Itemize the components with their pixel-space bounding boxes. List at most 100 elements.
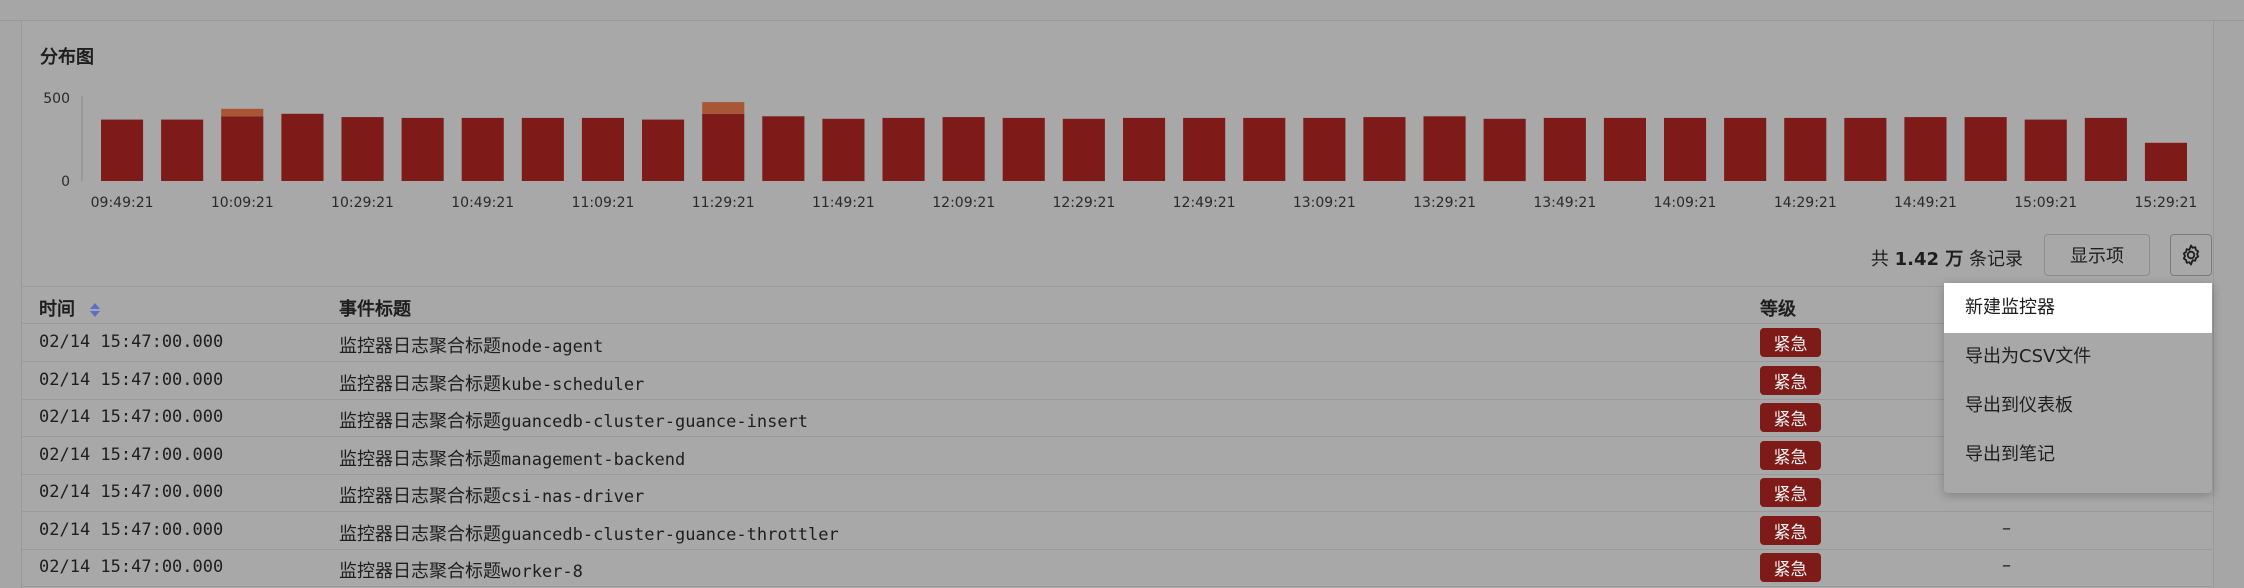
chart-bar[interactable] [702, 113, 745, 181]
display-columns-button[interactable]: 显示项 [2044, 234, 2150, 276]
event-title-source: worker-8 [501, 562, 583, 582]
chart-bar[interactable] [401, 117, 444, 181]
chart-bar[interactable] [1844, 117, 1887, 181]
chart-bar[interactable] [1243, 117, 1286, 181]
table-row[interactable]: 02/14 15:47:00.000 监控器日志聚合标题csi-nas-drive… [21, 474, 2212, 512]
chart-bar[interactable] [2144, 142, 2187, 181]
level-badge: 紧急 [1760, 403, 1821, 432]
cell-time: 02/14 15:47:00.000 [39, 407, 224, 427]
x-tick-label: 14:09:21 [1654, 195, 1717, 211]
event-title-source: csi-nas-driver [501, 487, 645, 507]
chart-bar[interactable] [1603, 117, 1646, 181]
menu-item[interactable]: 导出为CSV文件 [1965, 346, 2092, 367]
chart-bar[interactable] [1183, 117, 1226, 181]
cell-event-title: 监控器日志聚合标题csi-nas-driver [339, 482, 644, 508]
x-tick-label: 14:49:21 [1894, 195, 1957, 211]
cell-extra: – [2002, 517, 2011, 539]
chart-bar[interactable] [1002, 117, 1045, 181]
cell-time: 02/14 15:47:00.000 [39, 369, 224, 390]
level-badge: 紧急 [1760, 440, 1821, 470]
cell-time: 02/14 15:47:00.000 [39, 519, 224, 540]
level-badge: 紧急 [1760, 478, 1821, 507]
settings-button[interactable] [2170, 234, 2212, 276]
chart-bar[interactable] [221, 116, 264, 181]
table-row[interactable]: 02/14 15:47:00.000 监控器日志聚合标题worker-8 紧急 – [21, 549, 2212, 587]
chart-bar[interactable] [1724, 117, 1767, 181]
chart-bar[interactable] [161, 119, 204, 181]
table-header: 时间 事件标题 等级 [21, 286, 2212, 324]
chart-bar[interactable] [2084, 117, 2127, 181]
event-title-prefix: 监控器日志聚合标题 [339, 486, 501, 507]
chart-bar[interactable] [521, 117, 564, 181]
x-tick-label: 10:29:21 [331, 195, 394, 211]
chart-bar[interactable] [942, 117, 985, 181]
x-tick-label: 13:49:21 [1533, 195, 1596, 211]
table-row[interactable]: 02/14 15:47:00.000 监控器日志聚合标题guancedb-clus… [21, 399, 2212, 437]
chart-bar[interactable] [642, 119, 685, 181]
menu-item[interactable]: 新建监控器 [1944, 283, 2212, 333]
cell-time: 02/14 15:47:00.000 [39, 332, 224, 352]
level-badge: 紧急 [1760, 365, 1821, 395]
chart-bar[interactable] [2024, 119, 2067, 181]
chart-bar[interactable] [1904, 117, 1947, 181]
cell-event-title: 监控器日志聚合标题node-agent [339, 332, 603, 358]
menu-item[interactable]: 导出到笔记 [1965, 444, 2055, 465]
event-title-prefix: 监控器日志聚合标题 [339, 411, 501, 432]
x-tick-label: 14:29:21 [1774, 195, 1837, 211]
x-tick-label: 12:29:21 [1052, 195, 1115, 211]
chart-bar[interactable] [341, 117, 384, 181]
chart-bar[interactable] [1964, 117, 2007, 181]
top-divider [0, 20, 2244, 21]
chart-title: 分布图 [40, 47, 94, 68]
chart-bar[interactable] [1543, 117, 1586, 181]
explorer-panel: 分布图 500 0 09:49:21 10:09:21 10:29:21 10:49:21… [21, 21, 2214, 588]
chart-bar[interactable] [762, 116, 805, 181]
table-row[interactable]: 02/14 15:47:00.000 监控器日志聚合标题guancedb-clus… [21, 512, 2212, 550]
table-row[interactable]: 02/14 15:47:00.000 监控器日志聚合标题node-agent 紧急 [21, 324, 2212, 362]
x-tick-label: 10:49:21 [451, 195, 514, 211]
column-header-time[interactable]: 时间 [39, 295, 101, 321]
menu-item[interactable]: 导出到仪表板 [1965, 395, 2073, 416]
sort-icon[interactable] [89, 301, 101, 319]
cell-time: 02/14 15:47:00.000 [39, 557, 224, 577]
cell-event-title: 监控器日志聚合标题worker-8 [339, 557, 583, 583]
x-tick-label: 15:29:21 [2134, 195, 2197, 211]
chart-bar[interactable] [822, 118, 865, 182]
chart-bar[interactable] [1483, 118, 1526, 182]
x-tick-label: 13:09:21 [1293, 195, 1356, 211]
distribution-chart[interactable]: 500 0 09:49:21 10:09:21 10:29:21 10:49:21 11:0… [22, 21, 2213, 221]
cell-time: 02/14 15:47:00.000 [39, 444, 224, 465]
x-tick-label: 11:49:21 [812, 195, 875, 211]
column-header-level[interactable]: 等级 [1760, 299, 1796, 320]
chart-bar[interactable] [1303, 117, 1346, 181]
y-tick-label: 0 [61, 174, 70, 190]
table-row[interactable]: 02/14 15:47:00.000 监控器日志聚合标题kube-schedule… [21, 362, 2212, 400]
chart-bar[interactable] [1123, 117, 1166, 181]
chart-bar[interactable] [221, 108, 264, 117]
column-header-title[interactable]: 事件标题 [339, 299, 411, 320]
x-tick-label: 09:49:21 [91, 195, 154, 211]
cell-time: 02/14 15:47:00.000 [39, 482, 224, 502]
table-row[interactable]: 02/14 15:47:00.000 监控器日志聚合标题management-ba… [21, 437, 2212, 475]
event-title-prefix: 监控器日志聚合标题 [339, 373, 501, 395]
chart-bar[interactable] [1423, 116, 1466, 181]
chart-bar[interactable] [461, 117, 504, 181]
chart-bar[interactable] [101, 119, 144, 181]
chart-bar[interactable] [1664, 117, 1707, 181]
cell-event-title: 监控器日志聚合标题guancedb-cluster-guance-throttl… [339, 520, 839, 546]
chart-bar[interactable] [1363, 117, 1406, 181]
record-count-value: 1.42 万 [1894, 249, 1964, 270]
cell-extra: – [2002, 555, 2011, 576]
chart-bar[interactable] [281, 113, 324, 181]
chart-bar[interactable] [1062, 118, 1105, 182]
record-count-prefix: 共 [1870, 249, 1895, 270]
chart-bar[interactable] [1784, 117, 1827, 181]
chart-bar[interactable] [882, 117, 925, 181]
event-title-prefix: 监控器日志聚合标题 [339, 448, 501, 470]
x-tick-label: 10:09:21 [211, 195, 274, 211]
x-tick-label: 13:29:21 [1413, 195, 1476, 211]
chart-bar[interactable] [702, 102, 745, 114]
chart-bar[interactable] [581, 117, 624, 181]
event-title-source: guancedb-cluster-guance-insert [501, 412, 809, 432]
event-title-source: node-agent [501, 337, 604, 357]
